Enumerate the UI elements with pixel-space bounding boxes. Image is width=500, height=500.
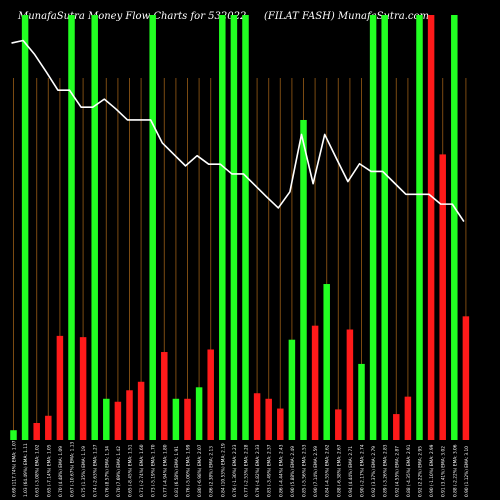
x-tick-labels: 0.69 (117.74%) EMA: 1.07 1.03 (64.49%) EM… [12, 440, 470, 497]
flow-bar [462, 316, 470, 440]
flow-bar [219, 15, 226, 440]
x-tick-label: 0.65 (-8.45%) EMA: 1.51 [128, 444, 134, 497]
flow-bar [346, 329, 354, 440]
flow-bar [311, 325, 319, 440]
flow-bar [265, 398, 272, 440]
x-tick-label: 0.84 (10.53%) EMA: 2.19 [220, 443, 226, 497]
flow-bar [242, 15, 249, 440]
flow-bar [103, 398, 110, 440]
x-tick-label: 0.76 (8.57%) EMA: 1.34 [104, 446, 110, 497]
flow-bar [68, 15, 75, 440]
x-tick-label: 0.89 (-3.26%) EMA: 2.83 [383, 444, 389, 497]
chart-subtitle: (FILAT FASH) MunafaSutra.com [264, 11, 429, 22]
x-tick-label: 0.74 (-2.63%) EMA: 1.27 [93, 444, 99, 497]
x-tick-label: 0.73 (-5.19%) EMA: 1.70 [151, 444, 157, 497]
x-tick-label: 0.79 (-4.82%) EMA: 2.33 [255, 444, 261, 497]
x-tick-label: 0.71 (-2.74%) EMA: 1.60 [139, 444, 145, 497]
x-tick-label: 0.67 (-10.67%) EMA: 1.13 [70, 441, 76, 497]
flow-bar [21, 15, 29, 440]
flow-bar [161, 352, 168, 440]
flow-bar [33, 423, 40, 440]
flow-bar [137, 381, 145, 440]
x-tick-label: 0.75 (1.35%) EMA: 1.19 [81, 446, 87, 497]
flow-bar [207, 349, 214, 440]
flow-bar [149, 15, 156, 440]
flow-bar [172, 398, 180, 440]
flow-bar [427, 15, 435, 440]
flow-bar [323, 284, 330, 440]
flow-bar [10, 430, 17, 440]
flow-bar [91, 15, 98, 440]
x-tick-label: 0.90 (7.14%) EMA: 2.59 [313, 446, 319, 497]
flow-bar [439, 154, 446, 440]
x-tick-label: 0.84 (-4.55%) EMA: 2.62 [325, 444, 331, 497]
x-tick-label: 0.65 (-7.14%) EMA: 1.05 [46, 444, 52, 497]
flow-bar [184, 398, 191, 440]
flow-bar [369, 15, 377, 440]
x-tick-label: 0.76 (-1.30%) EMA: 2.23 [232, 444, 238, 497]
price-line [11, 39, 465, 222]
x-tick-label: 0.90 (1.12%) EMA: 3.10 [464, 446, 470, 497]
flow-bar [195, 387, 203, 440]
flow-bar [79, 337, 87, 440]
flow-bar [335, 409, 342, 440]
x-tick-label: 0.92 (2.22%) EMA: 2.95 [418, 446, 424, 497]
x-tick-label: 0.90 (5.88%) EMA: 2.49 [290, 446, 296, 497]
x-tick-label: 0.88 (-6.38%) EMA: 2.67 [336, 444, 342, 497]
x-tick-label: 0.86 (2.38%) EMA: 2.13 [209, 446, 215, 497]
flow-bar [45, 415, 52, 440]
x-tick-label: 0.70 (7.69%) EMA: 1.42 [116, 446, 122, 497]
x-tick-label: 0.70 (4.48%) EMA: 1.09 [58, 446, 64, 497]
x-tick-label: 0.90 (-2.17%) EMA: 2.74 [360, 444, 366, 497]
x-tick-label: 0.77 (-4.94%) EMA: 1.80 [162, 444, 168, 497]
x-tick-label: 0.86 (-4.44%) EMA: 2.43 [278, 444, 284, 497]
x-tick-label: 0.88 (-2.22%) EMA: 3.06 [452, 444, 458, 497]
flow-bar [451, 15, 458, 440]
flow-bar [114, 401, 122, 440]
flow-bars [10, 15, 470, 440]
x-tick-label: 0.77 (-2.53%) EMA: 2.28 [244, 444, 250, 497]
x-tick-label: 0.69 (117.74%) EMA: 1.07 [12, 440, 18, 497]
flow-bar [230, 15, 238, 440]
x-tick-label: 0.81 (6.58%) EMA: 1.91 [174, 446, 180, 497]
x-tick-label: 0.88 (-4.35%) EMA: 2.91 [406, 444, 412, 497]
flow-bar [288, 339, 296, 440]
flow-bar [381, 15, 388, 440]
flow-bar [56, 335, 64, 440]
x-tick-label: 0.83 (-3.49%) EMA: 2.37 [267, 444, 273, 497]
x-tick-label: 0.63 (-3.08%) EMA: 1.02 [35, 444, 41, 497]
x-tick-label: 0.76 (-5.00%) EMA: 1.99 [186, 444, 192, 497]
chart-title: MunafaSutra Money Flow Charts for 532022 [18, 11, 247, 22]
x-tick-label: 0.92 (3.37%) EMA: 2.79 [371, 446, 377, 497]
x-tick-label: 0.92 (4.55%) EMA: 2.87 [394, 446, 400, 497]
flow-bar [358, 363, 365, 440]
flow-bar [300, 119, 307, 440]
x-tick-label: 0.80 (-6.98%) EMA: 2.07 [197, 444, 203, 497]
x-tick-label: 0.94 (4.44%) EMA: 2.71 [348, 446, 354, 497]
x-tick-label: 1.03 (64.49%) EMA: 1.11 [23, 443, 29, 497]
flow-bar [277, 408, 284, 440]
flow-bar [404, 396, 412, 440]
flow-bar [393, 414, 400, 440]
x-tick-label: 0.91 (3.41%) EMA: 3.02 [441, 446, 447, 497]
x-tick-label: 0.90 (-1.10%) EMA: 2.99 [429, 444, 435, 497]
price-line-group [11, 39, 465, 222]
flow-bar [416, 15, 423, 440]
x-tick-label: 0.85 (-5.56%) EMA: 2.53 [302, 444, 308, 497]
flow-bar [126, 390, 133, 440]
flow-bar [253, 393, 261, 440]
